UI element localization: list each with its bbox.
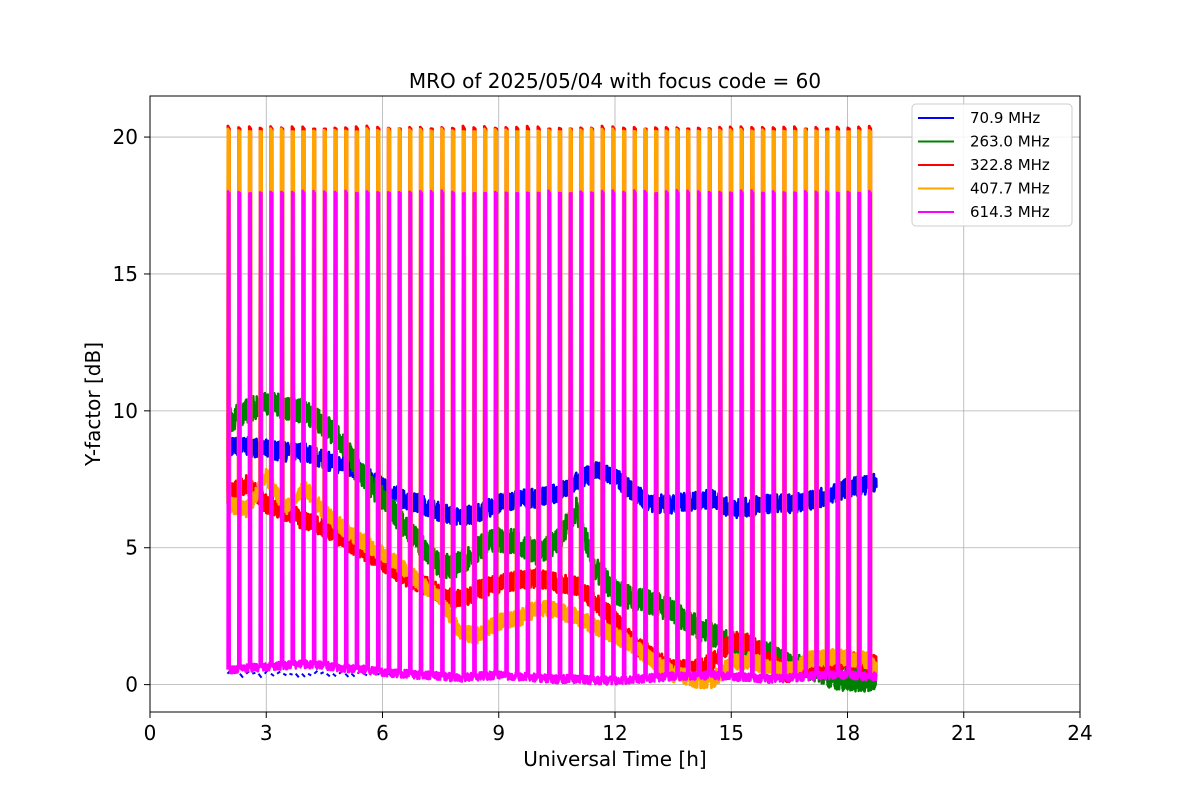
x-tick-label: 0 bbox=[144, 721, 157, 745]
x-tick-label: 18 bbox=[835, 721, 860, 745]
x-tick-label: 12 bbox=[602, 721, 627, 745]
x-tick-label: 3 bbox=[260, 721, 273, 745]
x-tick-label: 15 bbox=[719, 721, 744, 745]
x-tick-label: 24 bbox=[1067, 721, 1092, 745]
legend: 70.9 MHz 263.0 MHz 322.8 MHz 407.7 MHz 614.3… bbox=[911, 103, 1073, 227]
y-tick-label: 15 bbox=[113, 262, 138, 286]
x-tick-label: 9 bbox=[492, 721, 505, 745]
legend-label: 614.3 MHz bbox=[970, 203, 1050, 221]
y-tick-label: 0 bbox=[125, 673, 138, 697]
legend-box bbox=[911, 103, 1073, 227]
x-tick-label: 21 bbox=[951, 721, 976, 745]
ticks: 0 3 6 9 12 15 18 21 24 0 5 10 15 20 bbox=[113, 125, 1093, 745]
data-layer bbox=[226, 124, 878, 693]
legend-label: 70.9 MHz bbox=[970, 109, 1040, 127]
legend-label: 407.7 MHz bbox=[970, 180, 1050, 198]
series-line-4 bbox=[226, 189, 878, 686]
x-axis-label: Universal Time [h] bbox=[523, 747, 706, 771]
legend-label: 322.8 MHz bbox=[970, 156, 1050, 174]
y-axis-label: Y-factor [dB] bbox=[81, 342, 105, 467]
x-tick-label: 6 bbox=[376, 721, 389, 745]
chart-title: MRO of 2025/05/04 with focus code = 60 bbox=[409, 69, 821, 93]
legend-label: 263.0 MHz bbox=[970, 133, 1050, 151]
y-tick-label: 20 bbox=[113, 125, 138, 149]
y-tick-label: 10 bbox=[113, 399, 138, 423]
y-tick-label: 5 bbox=[125, 536, 138, 560]
